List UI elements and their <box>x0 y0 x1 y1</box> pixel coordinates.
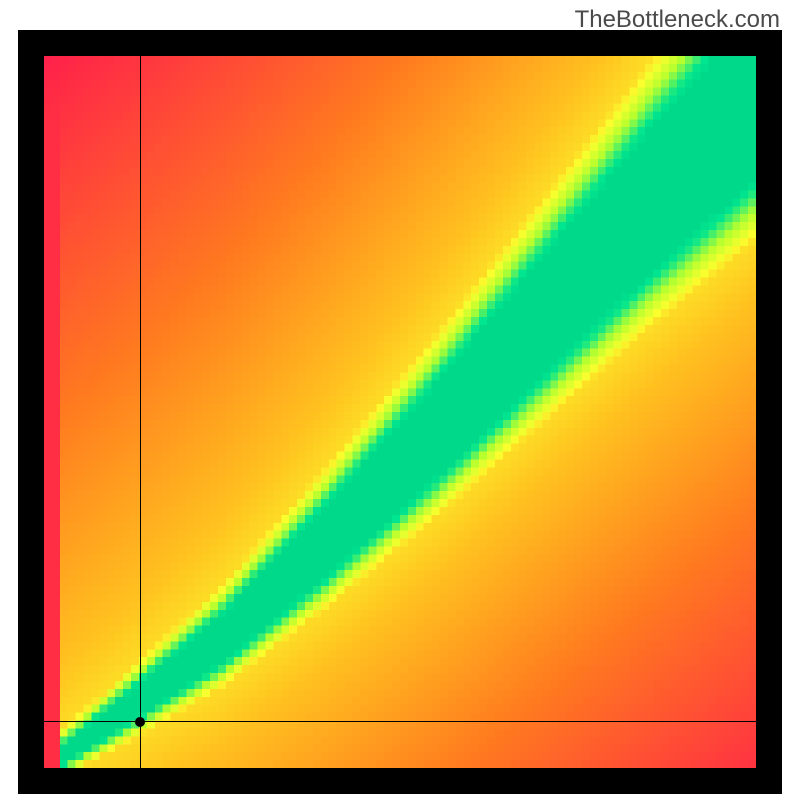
crosshair-vline <box>140 56 141 768</box>
crosshair-dot <box>135 717 145 727</box>
watermark-text: TheBottleneck.com <box>575 6 780 34</box>
heatmap-canvas <box>44 56 756 768</box>
crosshair-hline <box>44 721 756 722</box>
heatmap-plot <box>44 56 756 768</box>
